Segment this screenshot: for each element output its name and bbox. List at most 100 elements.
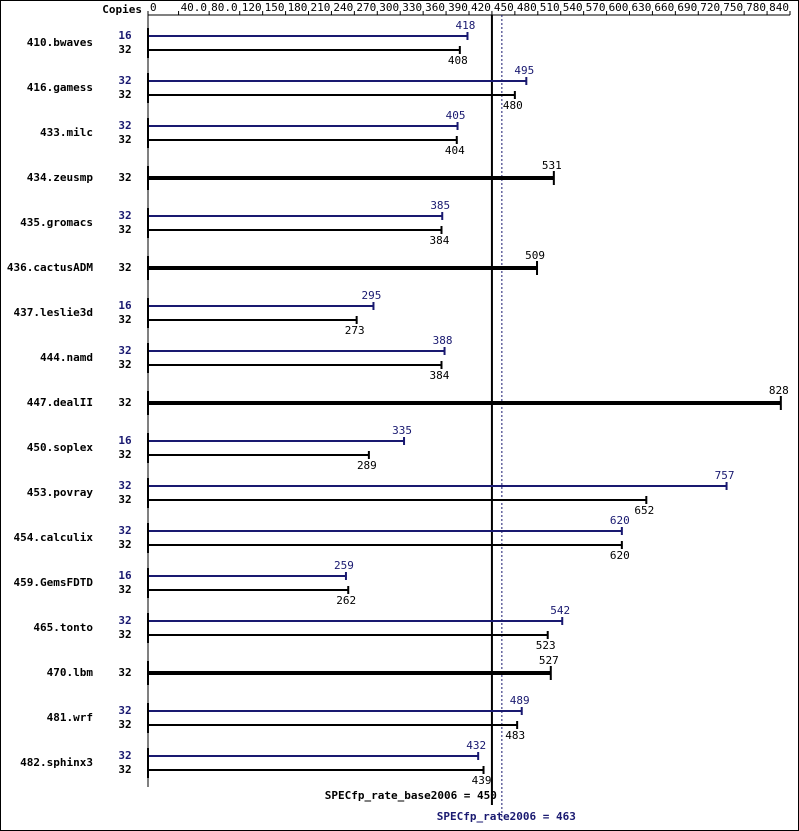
copies-header: Copies: [102, 3, 142, 16]
value-label: 384: [430, 234, 450, 247]
value-label: 289: [357, 459, 377, 472]
value-label: 620: [610, 549, 630, 562]
peak-ref-label: SPECfp_rate2006 = 463: [437, 810, 576, 823]
copies-label: 32: [118, 704, 131, 717]
copies-label: 16: [118, 569, 132, 582]
benchmark-name: 437.leslie3d: [14, 306, 93, 319]
benchmark-name: 447.dealII: [27, 396, 93, 409]
copies-label: 32: [118, 223, 131, 236]
copies-label: 32: [118, 171, 131, 184]
x-tick-label: 390: [448, 1, 468, 14]
value-label: 273: [345, 324, 365, 337]
value-label: 259: [334, 559, 354, 572]
value-label: 388: [433, 334, 453, 347]
benchmark-name: 481.wrf: [47, 711, 93, 724]
copies-label: 16: [118, 29, 132, 42]
copies-label: 32: [118, 133, 131, 146]
x-tick-label: 330: [402, 1, 422, 14]
value-label: 489: [510, 694, 530, 707]
copies-label: 32: [118, 524, 131, 537]
value-label: 495: [514, 64, 534, 77]
copies-label: 16: [118, 299, 132, 312]
x-tick-label: 720: [700, 1, 720, 14]
value-label: 418: [456, 19, 476, 32]
copies-label: 32: [118, 749, 131, 762]
value-label: 652: [634, 504, 654, 517]
copies-label: 32: [118, 396, 131, 409]
x-tick-label: 660: [654, 1, 674, 14]
x-tick-label: 150: [265, 1, 285, 14]
x-tick-label: 180: [288, 1, 308, 14]
x-tick-label: 420: [471, 1, 491, 14]
x-tick-label: 40.0: [181, 1, 208, 14]
copies-label: 32: [118, 344, 131, 357]
x-tick-label: 600: [609, 1, 629, 14]
base-ref-label: SPECfp_rate_base2006 = 450: [325, 789, 497, 802]
x-tick-label: 750: [723, 1, 743, 14]
benchmark-name: 444.namd: [40, 351, 93, 364]
value-label: 531: [542, 159, 562, 172]
x-tick-label: 80.0: [211, 1, 238, 14]
benchmark-name: 416.gamess: [27, 81, 93, 94]
benchmark-name: 470.lbm: [47, 666, 94, 679]
x-tick-label: 0: [150, 1, 157, 14]
value-label: 384: [430, 369, 450, 382]
x-tick-label: 210: [311, 1, 331, 14]
value-label: 509: [525, 249, 545, 262]
x-tick-label: 240: [333, 1, 353, 14]
copies-label: 32: [118, 43, 131, 56]
copies-label: 32: [118, 209, 131, 222]
x-tick-label: 630: [632, 1, 652, 14]
copies-label: 32: [118, 88, 131, 101]
copies-label: 32: [118, 261, 131, 274]
copies-label: 32: [118, 479, 131, 492]
value-label: 483: [505, 729, 525, 742]
value-label: 335: [392, 424, 412, 437]
copies-label: 32: [118, 358, 131, 371]
value-label: 620: [610, 514, 630, 527]
benchmark-name: 435.gromacs: [20, 216, 93, 229]
copies-label: 32: [118, 74, 131, 87]
copies-label: 32: [118, 718, 131, 731]
copies-label: 32: [118, 628, 131, 641]
copies-label: 16: [118, 434, 132, 447]
value-label: 523: [536, 639, 556, 652]
copies-label: 32: [118, 666, 131, 679]
value-label: 527: [539, 654, 559, 667]
benchmark-name: 454.calculix: [14, 531, 94, 544]
x-tick-label: 540: [563, 1, 583, 14]
benchmark-name: 434.zeusmp: [27, 171, 94, 184]
x-tick-label: 780: [746, 1, 766, 14]
benchmark-name: 450.soplex: [27, 441, 94, 454]
copies-label: 32: [118, 448, 131, 461]
value-label: 295: [362, 289, 382, 302]
benchmark-name: 410.bwaves: [27, 36, 93, 49]
value-label: 432: [466, 739, 486, 752]
value-label: 828: [769, 384, 789, 397]
value-label: 404: [445, 144, 465, 157]
value-label: 439: [472, 774, 492, 787]
x-tick-label: 450: [494, 1, 514, 14]
x-tick-label: 570: [586, 1, 606, 14]
copies-label: 32: [118, 538, 131, 551]
copies-label: 32: [118, 313, 131, 326]
value-label: 757: [715, 469, 735, 482]
benchmark-name: 465.tonto: [33, 621, 93, 634]
copies-label: 32: [118, 763, 131, 776]
copies-label: 32: [118, 119, 131, 132]
value-label: 542: [550, 604, 570, 617]
x-tick-label: 360: [425, 1, 445, 14]
value-label: 408: [448, 54, 468, 67]
x-tick-label: 300: [379, 1, 399, 14]
x-tick-label: 270: [356, 1, 376, 14]
benchmark-name: 433.milc: [40, 126, 93, 139]
benchmark-name: 482.sphinx3: [20, 756, 93, 769]
x-tick-label: 480: [517, 1, 537, 14]
value-label: 480: [503, 99, 523, 112]
benchmark-name: 459.GemsFDTD: [14, 576, 94, 589]
value-label: 262: [336, 594, 356, 607]
benchmark-name: 453.povray: [27, 486, 94, 499]
value-label: 385: [430, 199, 450, 212]
value-label: 405: [446, 109, 466, 122]
